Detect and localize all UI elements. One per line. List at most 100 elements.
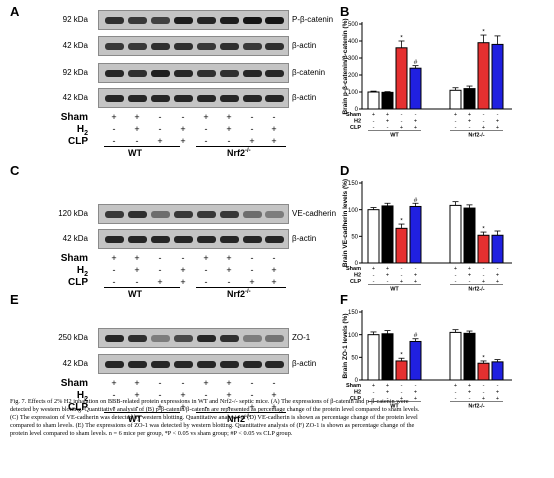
bar xyxy=(491,43,504,110)
y-tick-label: 50 xyxy=(351,356,358,362)
treatment-sign: - xyxy=(483,112,485,118)
blot-band xyxy=(151,95,170,102)
blot-band xyxy=(174,236,193,243)
treatment-sign: - xyxy=(158,253,162,263)
treatment-sign: + xyxy=(468,112,471,118)
blot-band xyxy=(243,70,262,77)
treatment-label: CLP xyxy=(350,279,361,285)
treatment-sign: - xyxy=(227,277,231,287)
blot-a2-protein: β-actin xyxy=(292,41,317,50)
group-label: WT xyxy=(390,133,399,139)
treatment-sign: + xyxy=(111,112,117,122)
treatment-sign: - xyxy=(469,396,471,402)
treatment-sign: + xyxy=(271,390,277,400)
treatment-sign: - xyxy=(112,277,116,287)
treatment-label: H2 xyxy=(354,390,361,396)
blot-band xyxy=(105,236,124,243)
treatment-sign: + xyxy=(454,112,457,118)
bar xyxy=(449,204,462,264)
treatment-sign: - xyxy=(112,390,116,400)
blot-band xyxy=(105,70,124,77)
blot-band xyxy=(174,43,193,50)
blot-band xyxy=(197,361,216,368)
blot-band xyxy=(197,17,216,24)
y-tick-label: 0 xyxy=(355,378,359,384)
treatment-label: Sham xyxy=(346,383,361,389)
treatment-sign: + xyxy=(203,378,209,388)
treatment-sign: + xyxy=(203,253,209,263)
treatment-sign: + xyxy=(180,124,186,134)
y-tick-label: 150 xyxy=(348,181,359,187)
significance-marker: # xyxy=(414,59,418,66)
treatment-sign: - xyxy=(483,273,485,279)
blot-band xyxy=(174,95,193,102)
treatment-sign: + xyxy=(386,390,389,396)
treatment-sign: + xyxy=(468,390,471,396)
group-underline xyxy=(196,287,286,288)
bar xyxy=(395,227,408,264)
blot-band xyxy=(265,335,284,342)
treatment-sign: - xyxy=(181,112,185,122)
treatment-label: Sham xyxy=(346,266,361,272)
blot-band xyxy=(151,211,170,218)
treatment-sign: - xyxy=(227,402,231,412)
treatment-sign: - xyxy=(415,383,417,389)
y-tick-label: 200 xyxy=(348,73,359,79)
blot-band xyxy=(265,95,284,102)
y-axis-label: Brain p-β-catenin/β-catenin (%) xyxy=(342,18,349,114)
treatment-sign: + xyxy=(249,136,255,146)
group-underline xyxy=(196,412,286,413)
group-underline xyxy=(196,146,286,147)
treatment-sign: + xyxy=(271,277,277,287)
treatment-label: Sham xyxy=(60,378,88,389)
treatment-sign: - xyxy=(250,124,254,134)
caption-line: detected by western blotting. Quantitati… xyxy=(10,406,420,414)
treatment-label: Sham xyxy=(60,112,88,123)
significance-marker: * xyxy=(482,354,485,361)
blot-a3-protein: β-catenin xyxy=(292,68,326,77)
treatment-sign: - xyxy=(469,279,471,285)
treatment-sign: + xyxy=(496,390,499,396)
treatment-sign: + xyxy=(414,396,417,402)
treatment-sign: - xyxy=(401,273,403,279)
treatment-sign: - xyxy=(158,265,162,275)
treatment-sign: + xyxy=(134,112,140,122)
treatment-sign: - xyxy=(272,378,276,388)
group-label: Nrf2-/- xyxy=(227,289,251,299)
treatment-sign: + xyxy=(180,265,186,275)
treatment-sign: + xyxy=(249,277,255,287)
bar xyxy=(395,360,408,381)
blot-band xyxy=(128,236,147,243)
caption-line: protein level compared to sham levels. n… xyxy=(10,430,293,438)
blot-band xyxy=(243,335,262,342)
blot-band xyxy=(197,211,216,218)
treatment-sign: + xyxy=(400,396,403,402)
treatment-sign: + xyxy=(134,253,140,263)
bar xyxy=(395,47,408,110)
blot-c1 xyxy=(98,204,289,224)
bar xyxy=(477,362,490,381)
treatment-sign: - xyxy=(401,112,403,118)
bar xyxy=(381,333,394,381)
y-tick-label: 400 xyxy=(348,39,359,45)
treatment-sign: - xyxy=(272,112,276,122)
treatment-sign: - xyxy=(483,383,485,389)
treatment-sign: - xyxy=(112,136,116,146)
group-label: WT xyxy=(390,404,399,410)
blot-band xyxy=(128,361,147,368)
treatment-sign: + xyxy=(386,266,389,272)
blot-band xyxy=(151,361,170,368)
bar xyxy=(381,91,394,110)
blot-band xyxy=(151,335,170,342)
blot-band xyxy=(265,17,284,24)
blot-band xyxy=(197,95,216,102)
treatment-sign: + xyxy=(468,119,471,125)
bar xyxy=(477,234,490,264)
significance-marker: * xyxy=(482,29,485,36)
treatment-sign: - xyxy=(455,390,457,396)
treatment-sign: + xyxy=(134,378,140,388)
group-underline xyxy=(104,146,180,147)
treatment-sign: + xyxy=(271,136,277,146)
blot-a4 xyxy=(98,88,289,108)
treatment-sign: - xyxy=(250,265,254,275)
